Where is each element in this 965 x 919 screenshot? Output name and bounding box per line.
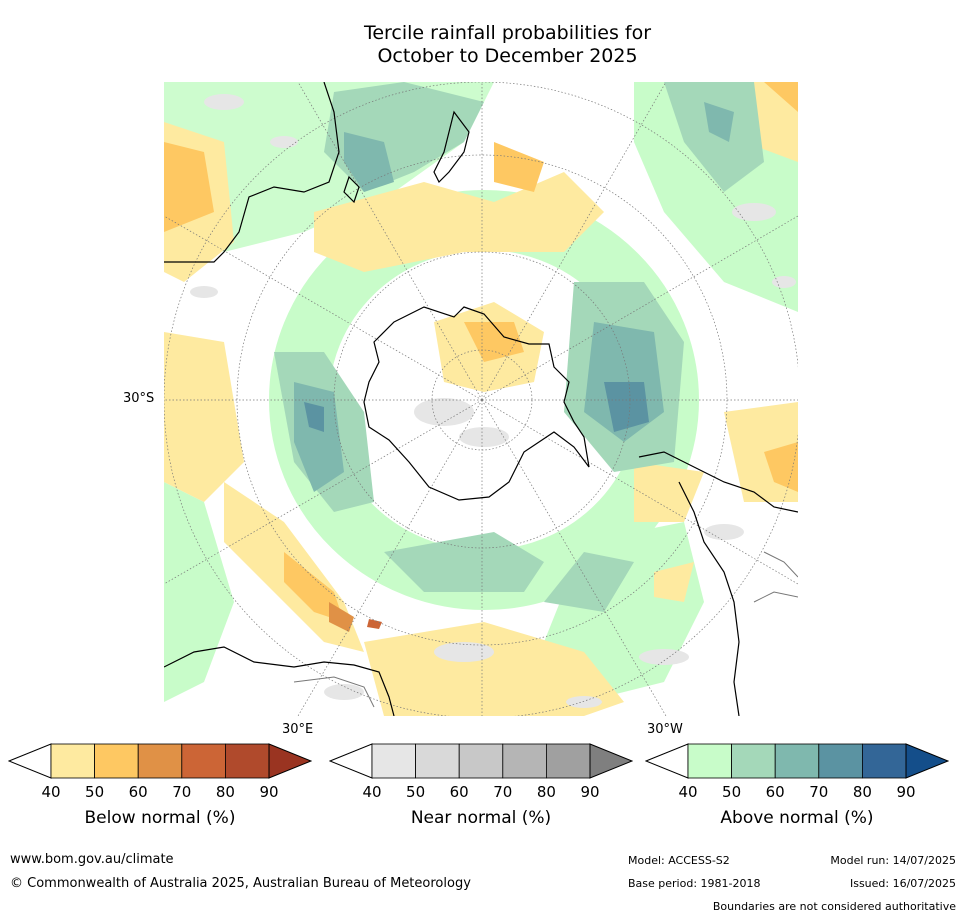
near-normal-ticks: 40 50 60 70 80 90 [329,783,633,803]
near-normal-patches [190,94,796,708]
footer-model: Model: ACCESS-S2 [628,854,730,867]
colorbar-segment [458,743,504,779]
colorbar-segment [50,743,95,779]
colorbar-segment [415,743,460,779]
colorbar-min-triangle [329,743,373,779]
below-normal-colorbar [8,743,312,779]
colorbar-segment [687,743,732,779]
title-line-1: Tercile rainfall probabilities for [363,22,652,44]
colorbar-segment [731,743,776,779]
colorbar-tick-label: 80 [852,783,872,801]
colorbar-tick-label: 50 [85,783,105,801]
polar-map [164,82,798,716]
footer-base-period: Base period: 1981-2018 [628,877,761,890]
coastlines [164,82,798,716]
colorbar-tick-label: 50 [406,783,426,801]
colorbar-segment [502,743,547,779]
colorbar-tick-label: 40 [41,783,61,801]
colorbar-tick-label: 90 [580,783,600,801]
footer-issued: Issued: 16/07/2025 [849,877,956,890]
colorbar-tick-label: 60 [449,783,469,801]
longitude-lines [164,82,798,716]
colorbar-segment [137,743,183,779]
colorbar-segment [94,743,139,779]
colorbar-tick-label: 40 [362,783,382,801]
colorbar-tick-label: 60 [765,783,785,801]
colorbar-tick-label: 70 [493,783,513,801]
australia-outline [164,82,340,263]
colorbar-min-triangle [645,743,689,779]
colorbar-tick-label: 70 [172,783,192,801]
colorbar-min-triangle [8,743,52,779]
colorbar-max-triangle [589,743,633,779]
below-normal-label: Below normal (%) [84,808,236,828]
colorbar-segment [545,743,591,779]
colorbar-tick-label: 60 [128,783,148,801]
footer-model-run: Model run: 14/07/2025 [830,854,956,867]
colorbar-segment [861,743,907,779]
new-zealand-outline [433,110,470,184]
map-title: Tercile rainfall probabilities for Octob… [250,22,765,68]
colorbar-tick-label: 50 [722,783,742,801]
colorbar-segment [371,743,416,779]
footer-url[interactable]: www.bom.gov.au/climate [10,852,174,867]
above-normal-ticks: 40 50 60 70 80 90 [645,783,949,803]
above-normal-label: Above normal (%) [720,808,874,828]
colorbar-max-triangle [905,743,949,779]
colorbar-segment [818,743,863,779]
africa-outline [164,646,395,716]
colorbar-max-triangle [268,743,312,779]
lon-label-30e: 30°E [282,722,314,737]
footer-disclaimer: Boundaries are not considered authoritat… [712,900,956,913]
near-normal-colorbar [329,743,633,779]
colorbar-tick-label: 90 [259,783,279,801]
colorbar-tick-label: 90 [896,783,916,801]
colorbar-tick-label: 40 [678,783,698,801]
lat-label-30s: 30°S [123,391,155,406]
country-boundaries [293,551,798,708]
colorbar-tick-label: 80 [536,783,556,801]
lon-label-30w: 30°W [647,722,683,737]
near-normal-label: Near normal (%) [410,808,552,828]
colorbar-segment [774,743,820,779]
antarctica-outline [363,306,590,501]
below-normal-patches [164,82,798,716]
above-normal-colorbar [645,743,949,779]
colorbar-segment [181,743,226,779]
colorbar-tick-label: 70 [809,783,829,801]
footer-copyright: © Commonwealth of Australia 2025, Austra… [10,876,471,891]
colorbar-segment [224,743,270,779]
south-america-outline [638,451,798,716]
colorbar-tick-label: 80 [215,783,235,801]
above-normal-strong-patches [274,82,764,612]
below-normal-ticks: 40 50 60 70 80 90 [8,783,312,803]
title-line-2: October to December 2025 [377,45,638,67]
